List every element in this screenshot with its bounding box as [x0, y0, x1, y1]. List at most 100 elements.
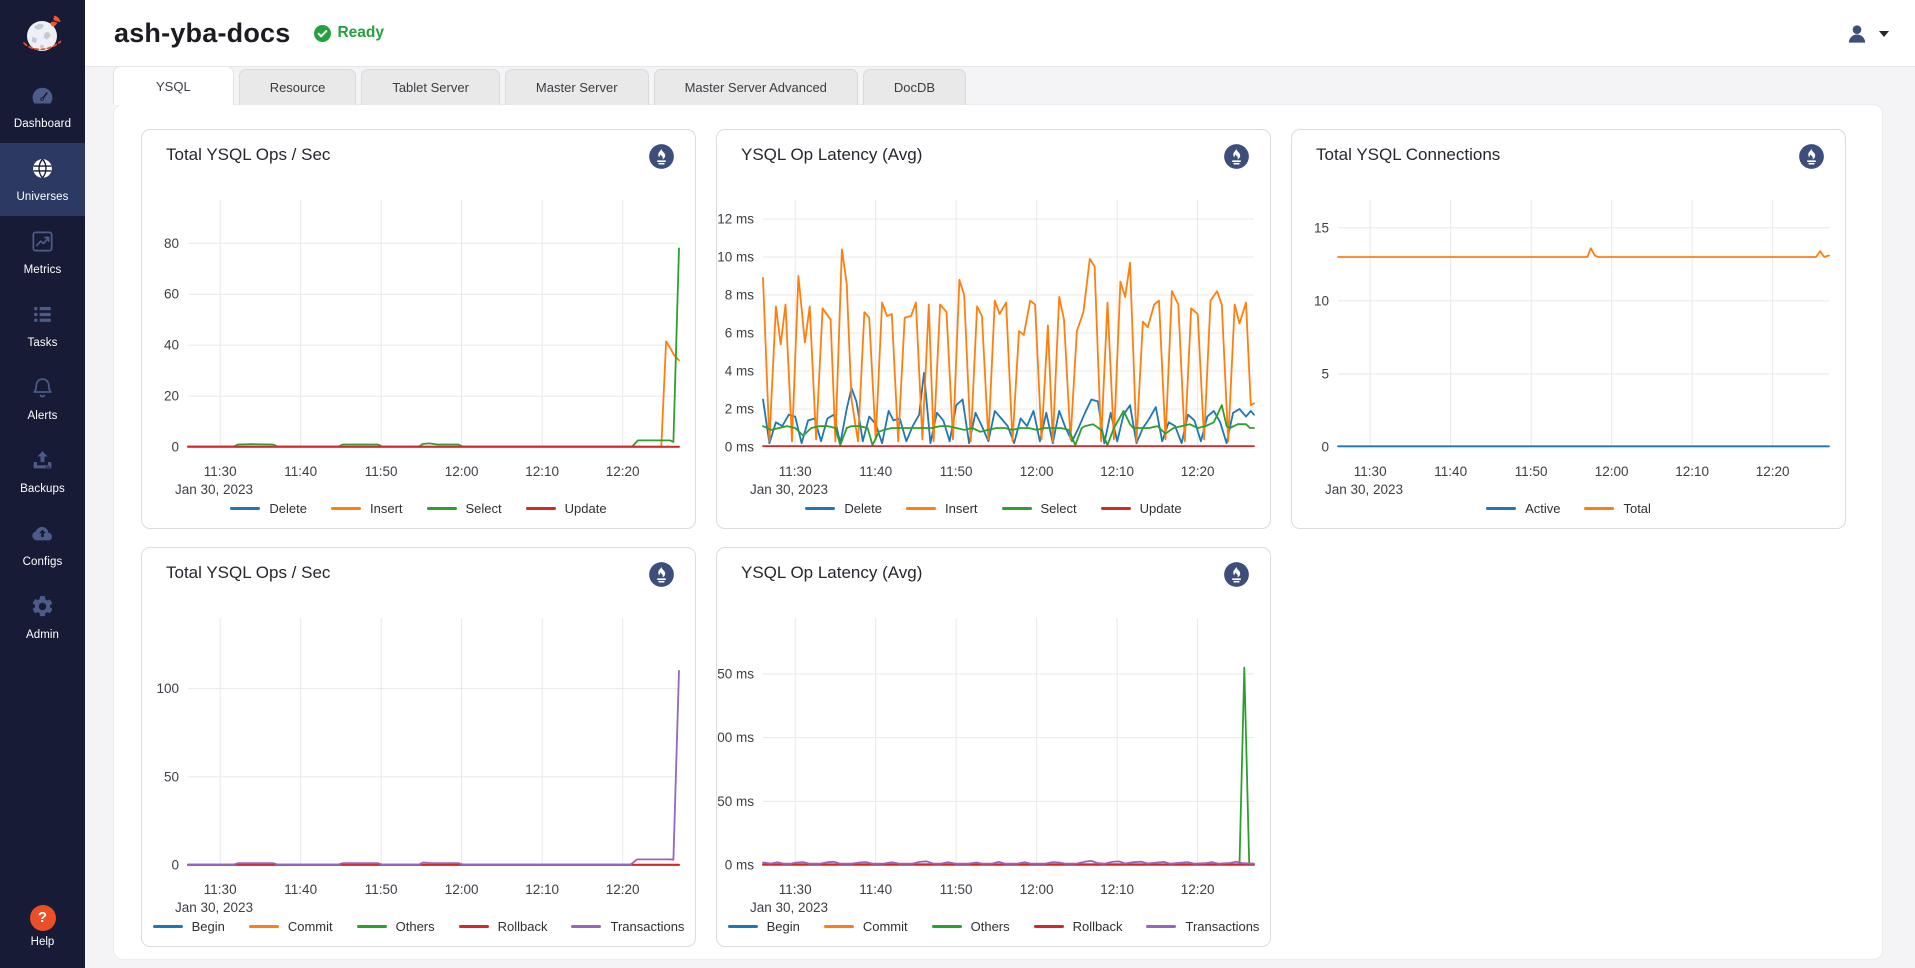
svg-text:11:40: 11:40	[1434, 464, 1467, 479]
legend-item-begin[interactable]: Begin	[728, 919, 800, 934]
svg-text:50 ms: 50 ms	[717, 794, 754, 809]
chart-plot-area[interactable]: 05010011:3011:4011:5012:0012:1012:20Jan …	[142, 548, 697, 920]
sidebar-item-metrics[interactable]: Metrics	[0, 216, 85, 289]
globe-rocket-logo-icon	[19, 13, 67, 57]
legend-item-insert[interactable]: Insert	[331, 501, 403, 516]
configs-icon	[30, 521, 55, 551]
svg-text:40: 40	[164, 338, 179, 353]
svg-text:11:50: 11:50	[940, 882, 973, 897]
legend-swatch	[526, 507, 556, 510]
check-circle-icon	[314, 25, 331, 42]
sidebar-item-backups[interactable]: Backups	[0, 435, 85, 508]
legend-label: Begin	[192, 919, 225, 934]
svg-text:0 ms: 0 ms	[725, 440, 755, 455]
tab-master-server[interactable]: Master Server	[505, 69, 649, 105]
legend-item-others[interactable]: Others	[932, 919, 1010, 934]
tab-master-server-advanced[interactable]: Master Server Advanced	[654, 69, 858, 105]
legend-item-rollback[interactable]: Rollback	[1034, 919, 1123, 934]
sidebar-item-tasks[interactable]: Tasks	[0, 289, 85, 362]
sidebar-item-universes[interactable]: Universes	[0, 143, 85, 216]
svg-text:12:20: 12:20	[1756, 464, 1790, 479]
tab-content-ysql: Total YSQL Ops / Sec02040608011:3011:401…	[113, 104, 1883, 960]
chart-title: Total YSQL Ops / Sec	[166, 563, 330, 583]
page-title: ash-yba-docs	[114, 18, 290, 49]
legend-swatch	[1034, 925, 1064, 928]
legend-label: Update	[565, 501, 607, 516]
prometheus-icon[interactable]	[648, 561, 675, 588]
legend-swatch	[249, 925, 279, 928]
svg-text:11:40: 11:40	[859, 464, 892, 479]
legend-item-insert[interactable]: Insert	[906, 501, 978, 516]
svg-text:15: 15	[1314, 220, 1329, 235]
x-axis-date-label: Jan 30, 2023	[175, 482, 253, 497]
svg-text:100: 100	[156, 681, 179, 696]
legend-item-transactions[interactable]: Transactions	[1146, 919, 1259, 934]
legend-item-commit[interactable]: Commit	[249, 919, 333, 934]
prometheus-icon[interactable]	[648, 143, 675, 170]
tab-docdb[interactable]: DocDB	[863, 69, 966, 105]
svg-text:4 ms: 4 ms	[725, 364, 755, 379]
chart-legend: Begin Commit Others Rollback Transactions	[142, 919, 695, 934]
sidebar-item-help[interactable]: ? Help	[0, 894, 85, 958]
svg-text:5: 5	[1321, 366, 1329, 381]
chart-legend: Delete Insert Select Update	[717, 501, 1270, 516]
app-logo[interactable]	[0, 0, 85, 70]
tab-tablet-server[interactable]: Tablet Server	[361, 69, 500, 105]
sidebar-item-dashboard[interactable]: Dashboard	[0, 70, 85, 143]
prometheus-icon[interactable]	[1798, 143, 1825, 170]
chart-plot-area[interactable]: 02040608011:3011:4011:5012:0012:1012:20J…	[142, 130, 697, 502]
user-menu[interactable]	[1844, 0, 1889, 67]
series-line-others	[763, 668, 1254, 865]
chart-plot-area[interactable]: 0 ms2 ms4 ms6 ms8 ms10 ms12 ms11:3011:40…	[717, 130, 1272, 502]
legend-item-select[interactable]: Select	[1002, 501, 1077, 516]
sidebar-item-alerts[interactable]: Alerts	[0, 362, 85, 435]
chart-plot-area[interactable]: 05101511:3011:4011:5012:0012:1012:20Jan …	[1292, 130, 1847, 502]
svg-text:10: 10	[1314, 293, 1329, 308]
metrics-icon	[30, 229, 55, 259]
chart-legend: Delete Insert Select Update	[142, 501, 695, 516]
svg-text:20: 20	[164, 389, 179, 404]
legend-item-commit[interactable]: Commit	[824, 919, 908, 934]
legend-item-update[interactable]: Update	[1101, 501, 1182, 516]
legend-item-total[interactable]: Total	[1584, 501, 1650, 516]
svg-text:11:30: 11:30	[779, 882, 812, 897]
legend-item-begin[interactable]: Begin	[153, 919, 225, 934]
svg-text:11:50: 11:50	[940, 464, 973, 479]
sidebar-item-admin[interactable]: Admin	[0, 581, 85, 654]
legend-item-others[interactable]: Others	[357, 919, 435, 934]
legend-item-select[interactable]: Select	[427, 501, 502, 516]
prometheus-icon[interactable]	[1223, 561, 1250, 588]
sidebar-item-configs[interactable]: Configs	[0, 508, 85, 581]
chart-plot-area[interactable]: 0 ms50 ms100 ms150 ms11:3011:4011:5012:0…	[717, 548, 1272, 920]
legend-item-active[interactable]: Active	[1486, 501, 1560, 516]
legend-swatch	[932, 925, 962, 928]
svg-text:11:30: 11:30	[779, 464, 812, 479]
svg-text:12:10: 12:10	[525, 464, 559, 479]
chart-panel-total-ysql-connections: Total YSQL Connections05101511:3011:4011…	[1291, 129, 1846, 529]
svg-text:11:40: 11:40	[859, 882, 892, 897]
tab-resource[interactable]: Resource	[239, 69, 357, 105]
chart-title: YSQL Op Latency (Avg)	[741, 563, 922, 583]
legend-label: Begin	[767, 919, 800, 934]
x-axis-date-label: Jan 30, 2023	[1325, 482, 1403, 497]
legend-item-delete[interactable]: Delete	[230, 501, 307, 516]
chart-title: Total YSQL Connections	[1316, 145, 1500, 165]
legend-swatch	[906, 507, 936, 510]
legend-item-update[interactable]: Update	[526, 501, 607, 516]
legend-item-delete[interactable]: Delete	[805, 501, 882, 516]
legend-item-transactions[interactable]: Transactions	[571, 919, 684, 934]
svg-text:12:10: 12:10	[1100, 464, 1134, 479]
chart-title: Total YSQL Ops / Sec	[166, 145, 330, 165]
legend-label: Transactions	[1185, 919, 1259, 934]
chart-panel-ysql-op-latency-avg-transactions: YSQL Op Latency (Avg)0 ms50 ms100 ms150 …	[716, 547, 1271, 947]
legend-item-rollback[interactable]: Rollback	[459, 919, 548, 934]
help-icon: ?	[30, 905, 56, 931]
legend-label: Rollback	[498, 919, 548, 934]
universes-icon	[30, 156, 55, 186]
sidebar-item-label: Dashboard	[14, 118, 71, 130]
legend-label: Commit	[288, 919, 333, 934]
svg-text:60: 60	[164, 287, 179, 302]
chart-panel-ysql-op-latency-avg: YSQL Op Latency (Avg)0 ms2 ms4 ms6 ms8 m…	[716, 129, 1271, 529]
tab-ysql[interactable]: YSQL	[113, 66, 234, 105]
prometheus-icon[interactable]	[1223, 143, 1250, 170]
